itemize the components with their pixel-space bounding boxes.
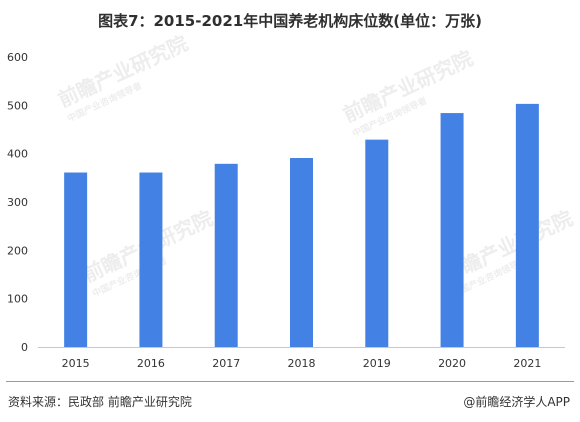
x-axis-ticks: 2015 2016 2017 2018 2019 2020 2021 bbox=[62, 357, 542, 370]
bar-2018 bbox=[290, 158, 313, 347]
x-tick-label: 2017 bbox=[212, 357, 240, 370]
x-tick-label: 2019 bbox=[363, 357, 391, 370]
x-tick-label: 2016 bbox=[137, 357, 165, 370]
bar-2021 bbox=[515, 103, 539, 347]
y-tick-label: 0 bbox=[21, 341, 28, 354]
x-tick-label: 2018 bbox=[288, 357, 316, 370]
y-axis-ticks: 0 100 200 300 400 500 600 bbox=[7, 51, 28, 354]
y-tick-label: 500 bbox=[7, 99, 28, 112]
bars bbox=[64, 103, 539, 347]
y-tick-label: 400 bbox=[7, 148, 28, 161]
x-tick-label: 2020 bbox=[438, 357, 466, 370]
y-tick-label: 600 bbox=[7, 51, 28, 64]
brand-credit: @前瞻经济学人APP bbox=[463, 395, 570, 409]
bar-2019 bbox=[365, 139, 389, 347]
source-text: 资料来源：民政部 前瞻产业研究院 bbox=[8, 395, 192, 409]
y-tick-label: 300 bbox=[7, 196, 28, 209]
x-tick-label: 2015 bbox=[62, 357, 90, 370]
y-tick-label: 100 bbox=[7, 293, 28, 306]
bar-2020 bbox=[440, 113, 464, 347]
bar-chart: 0 100 200 300 400 500 600 2015 2016 2017 2018 2019… bbox=[7, 51, 565, 370]
bar-2015 bbox=[64, 172, 88, 347]
chart-title: 图表7：2015-2021年中国养老机构床位数(单位：万张) bbox=[98, 12, 482, 30]
footer-divider bbox=[6, 381, 574, 382]
y-tick-label: 200 bbox=[7, 244, 28, 257]
bar-2017 bbox=[214, 163, 238, 347]
bar-2016 bbox=[139, 172, 163, 347]
x-tick-label: 2021 bbox=[513, 357, 541, 370]
